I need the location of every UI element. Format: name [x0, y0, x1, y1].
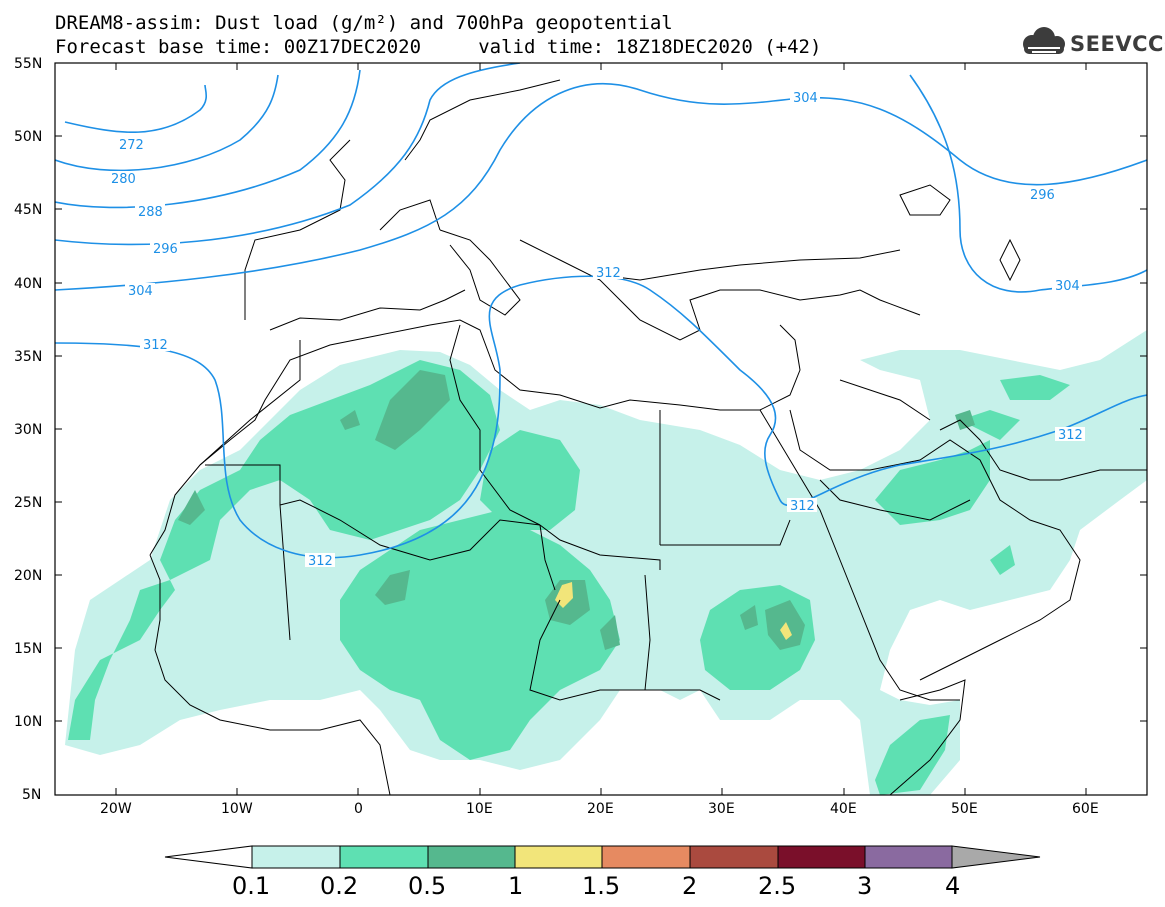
- map-title: DREAM8-assim: Dust load (g/m²) and 700hP…: [55, 12, 673, 34]
- lat-label: 30N: [14, 422, 43, 438]
- lon-label: 10E: [466, 801, 493, 817]
- colorbar-swatch: [514, 845, 603, 869]
- colorbar-label: 0.5: [408, 872, 447, 900]
- axis-ticks: [55, 62, 1147, 795]
- colorbar-label: 0.2: [320, 872, 359, 900]
- coastlines: [149, 79, 1147, 795]
- dust-layer-light: [65, 330, 1147, 795]
- colorbar-lower-arrow: [164, 845, 253, 869]
- colorbar-swatch: [601, 845, 691, 869]
- contour-label: 280: [111, 172, 136, 187]
- lat-label: 55N: [14, 56, 43, 72]
- contour-label: 312: [790, 499, 815, 514]
- lat-label: 5N: [22, 787, 42, 803]
- colorbar-swatch: [427, 845, 516, 869]
- contour-label: 296: [1030, 188, 1055, 203]
- contour-label: 304: [128, 284, 153, 299]
- contour-label: 312: [308, 554, 333, 569]
- lon-label: 60E: [1072, 801, 1099, 817]
- map-subtitle: Forecast base time: 00Z17DEC2020 valid t…: [55, 36, 822, 58]
- lat-label: 35N: [14, 349, 43, 365]
- contour-label: 312: [143, 338, 168, 353]
- logo-text: SEEVCCC: [1070, 32, 1165, 56]
- lat-label: 25N: [14, 495, 43, 511]
- colorbar-label: 0.1: [232, 872, 271, 900]
- colorbar-label: 2: [682, 872, 698, 900]
- colorbar-label: 2.5: [758, 872, 797, 900]
- contour-label: 272: [119, 138, 144, 153]
- lat-label: 45N: [14, 202, 43, 218]
- colorbar-swatch: [339, 845, 429, 869]
- colorbar-label: 3: [857, 872, 873, 900]
- colorbar-swatch: [689, 845, 779, 869]
- colorbar-label: 1.5: [582, 872, 621, 900]
- cloud-logo-icon: [1023, 27, 1065, 54]
- contour-label: 312: [1058, 428, 1083, 443]
- lon-label: 10W: [221, 801, 253, 817]
- contour-label: 296: [153, 242, 178, 257]
- contour-label: 304: [1055, 279, 1080, 294]
- colorbar: [164, 845, 1041, 869]
- lat-label: 10N: [14, 714, 43, 730]
- lon-label: 40E: [830, 801, 857, 817]
- colorbar-label: 1: [508, 872, 524, 900]
- colorbar-upper-arrow: [951, 845, 1041, 869]
- lat-label: 40N: [14, 276, 43, 292]
- contour-labels: 272 280 288 296 304 312 304 296 304 312 …: [108, 90, 1085, 569]
- colorbar-swatch: [864, 845, 953, 869]
- contour-label: 312: [596, 266, 621, 281]
- lon-label: 20W: [100, 801, 132, 817]
- lon-label: 50E: [951, 801, 978, 817]
- contour-label: 304: [793, 91, 818, 106]
- colorbar-swatch: [777, 845, 866, 869]
- colorbar-label: 4: [945, 872, 961, 900]
- lon-label: 30E: [708, 801, 735, 817]
- lon-label: 0: [354, 801, 363, 817]
- lat-label: 15N: [14, 641, 43, 657]
- lat-label: 20N: [14, 568, 43, 584]
- contour-label: 288: [138, 205, 163, 220]
- lon-label: 20E: [587, 801, 614, 817]
- colorbar-swatch: [251, 845, 341, 869]
- lat-label: 50N: [14, 129, 43, 145]
